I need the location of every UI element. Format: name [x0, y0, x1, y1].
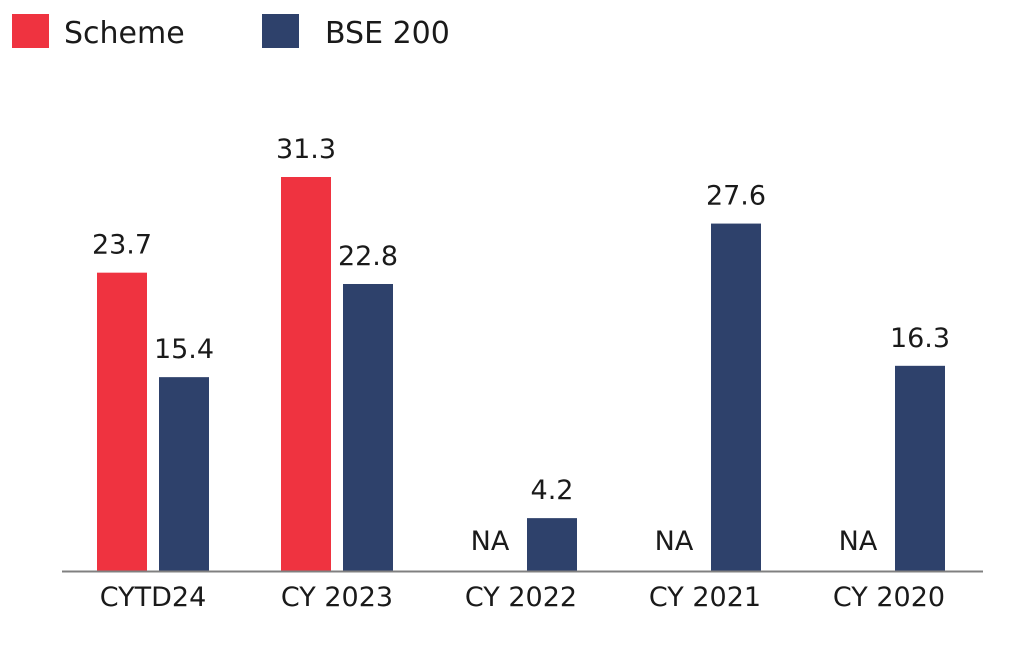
- x-tick-label-cy-2023: CY 2023: [281, 582, 393, 613]
- value-label-bse-200-cy-2021: 27.6: [706, 181, 766, 212]
- legend-label-bse-200: BSE 200: [325, 16, 450, 51]
- bars-group: [97, 177, 945, 571]
- value-label-bse-200-cy-2020: 16.3: [890, 323, 950, 354]
- legend: Scheme BSE 200: [12, 14, 450, 51]
- bar-bse-200-cy-2021: [711, 223, 761, 571]
- bar-scheme-cy-2023: [281, 177, 331, 571]
- bar-bse-200-cytd24: [159, 377, 209, 571]
- bar-bse-200-cy-2020: [895, 365, 945, 571]
- x-tick-label-cy-2021: CY 2021: [649, 582, 761, 613]
- value-labels-group: 23.7 15.4 31.3 22.8 NA 4.2 NA 27.6 NA 16.3: [92, 134, 950, 557]
- x-tick-labels-group: CYTD24 CY 2023 CY 2022 CY 2021 CY 2020: [100, 582, 945, 613]
- legend-swatch-bse-200: [262, 14, 299, 48]
- value-label-scheme-cy-2023: 31.3: [276, 134, 336, 165]
- legend-label-scheme: Scheme: [64, 16, 185, 51]
- x-tick-label-cy-2020: CY 2020: [833, 582, 945, 613]
- bar-bse-200-cy-2022: [527, 518, 577, 571]
- na-label-scheme-cy-2022: NA: [471, 526, 510, 557]
- legend-swatch-scheme: [12, 14, 49, 48]
- na-label-scheme-cy-2021: NA: [655, 526, 694, 557]
- value-label-scheme-cytd24: 23.7: [92, 230, 152, 261]
- bar-bse-200-cy-2023: [343, 283, 393, 571]
- value-label-bse-200-cytd24: 15.4: [154, 334, 214, 365]
- x-tick-label-cytd24: CYTD24: [100, 582, 207, 613]
- value-label-bse-200-cy-2023: 22.8: [338, 241, 398, 272]
- value-label-bse-200-cy-2022: 4.2: [531, 475, 574, 506]
- na-label-scheme-cy-2020: NA: [839, 526, 878, 557]
- bar-scheme-cytd24: [97, 272, 147, 571]
- x-tick-label-cy-2022: CY 2022: [465, 582, 577, 613]
